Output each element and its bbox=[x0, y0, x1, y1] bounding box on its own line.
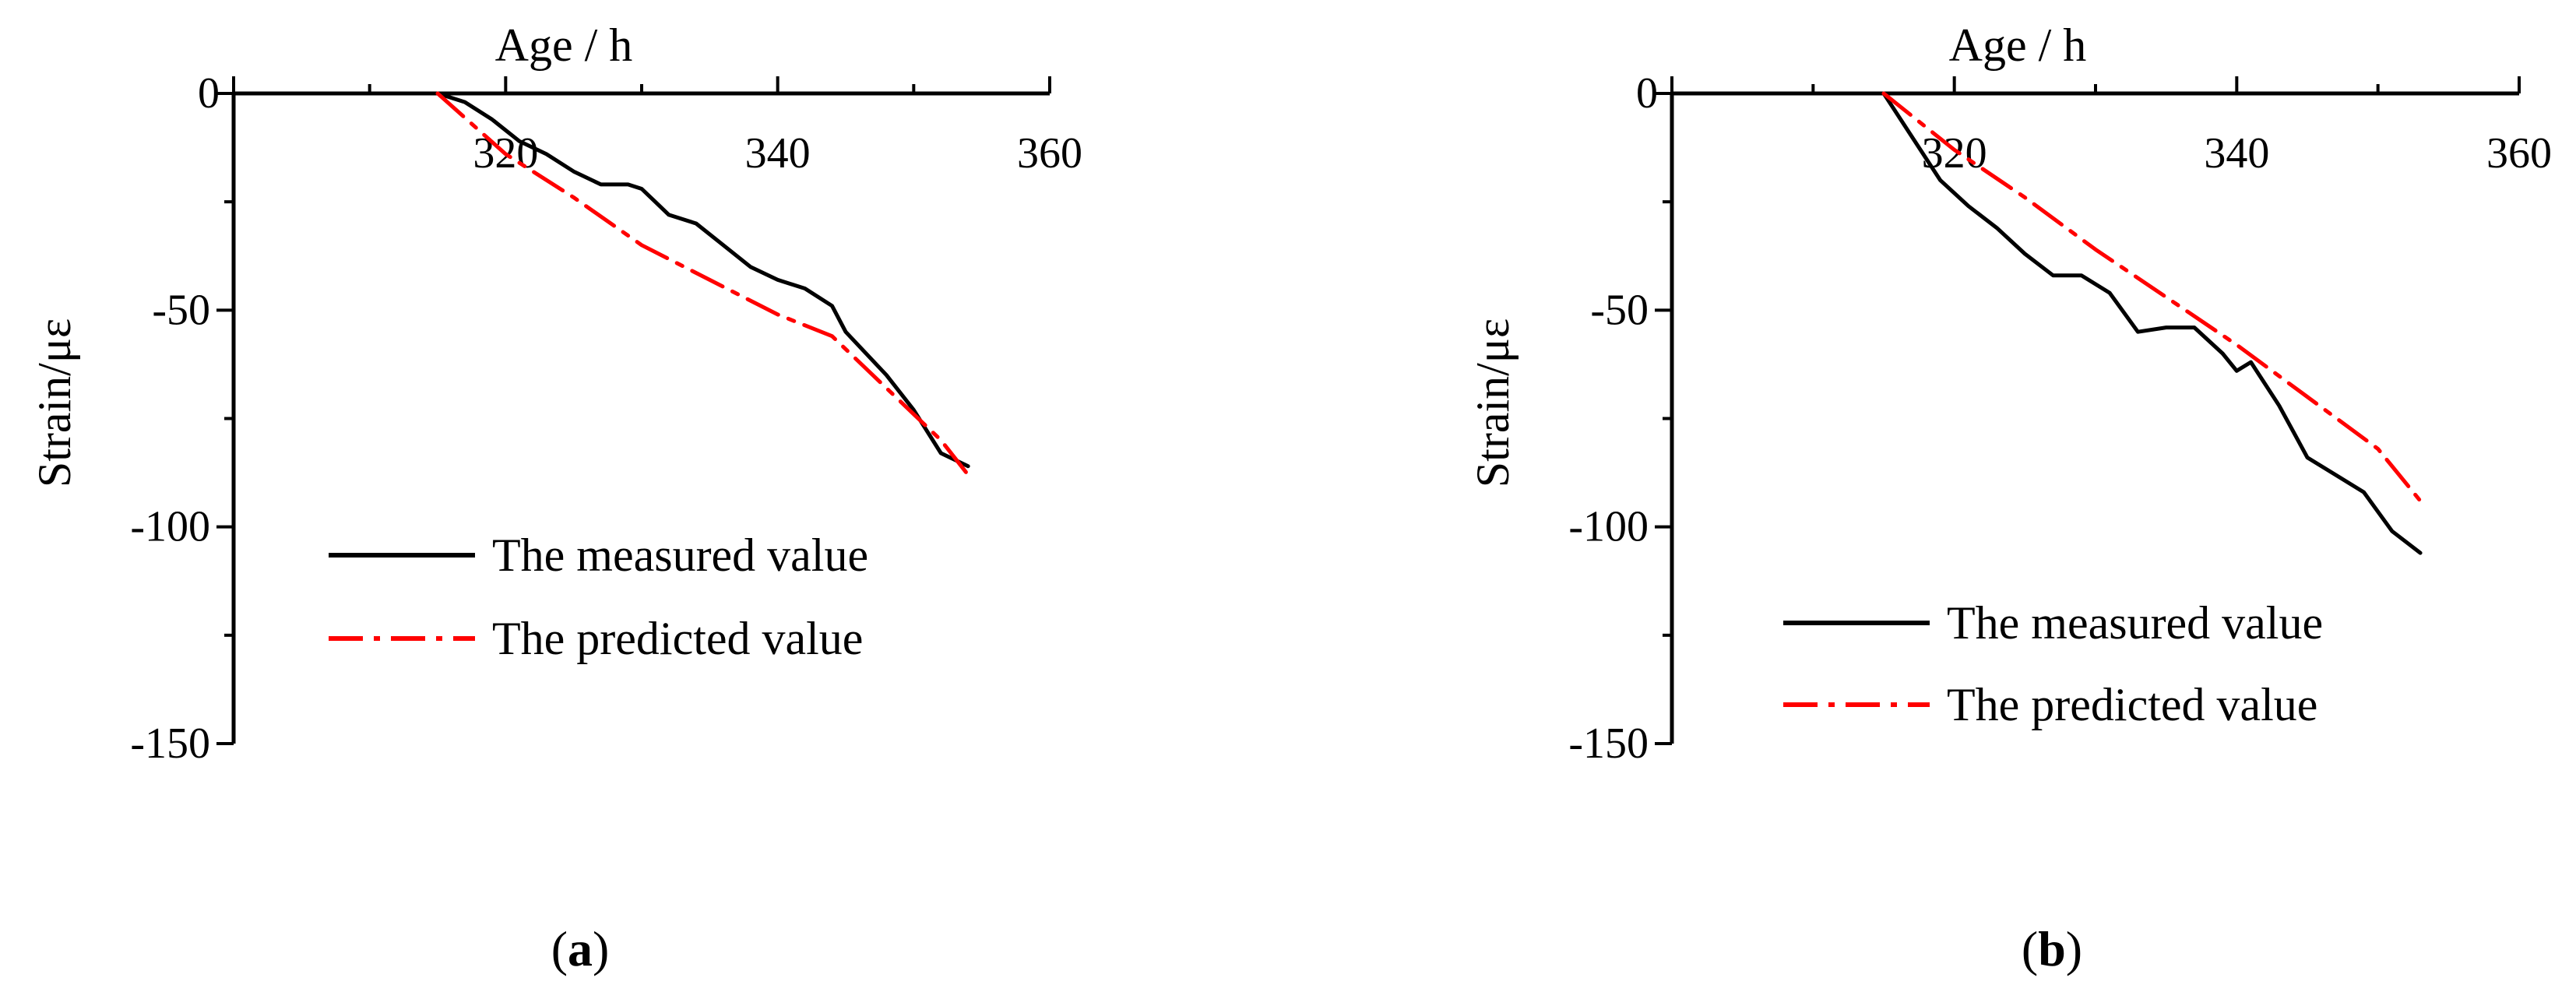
panel-caption: (b) bbox=[2022, 921, 2082, 976]
series-line-measured bbox=[435, 91, 970, 469]
y-axis-title: Strain/με bbox=[29, 318, 80, 487]
x-tick-label: 340 bbox=[2204, 129, 2269, 178]
x-tick-label: 0 bbox=[198, 69, 220, 118]
x-tick-label: 320 bbox=[1922, 129, 1987, 178]
y-tick-label: -150 bbox=[130, 719, 210, 768]
y-tick-label: -100 bbox=[1568, 503, 1649, 551]
series-line-predicted bbox=[435, 91, 970, 477]
x-tick-label: 0 bbox=[1636, 69, 1658, 118]
x-axis-title: Age / h bbox=[495, 19, 633, 71]
y-tick-label: -150 bbox=[1568, 719, 1649, 768]
y-tick-label: -50 bbox=[1590, 286, 1649, 334]
x-axis-title: Age / h bbox=[1949, 19, 2087, 71]
x-tick-label: 360 bbox=[1017, 129, 1082, 178]
chart-panel-b: 0 320 340 360 -50 -100 -150 Age / h Strain/με The… bbox=[1467, 19, 2552, 976]
caption-paren-close: ) bbox=[2066, 921, 2082, 976]
caption-letter: b bbox=[2038, 921, 2066, 976]
x-tick-label: 340 bbox=[745, 129, 811, 178]
x-tick-label: 360 bbox=[2486, 129, 2552, 178]
caption-paren-open: ( bbox=[551, 921, 568, 976]
caption-paren-open: ( bbox=[2022, 921, 2038, 976]
legend-label: The measured value bbox=[1947, 597, 2323, 649]
y-tick-label: -50 bbox=[152, 286, 210, 334]
legend-label: The predicted value bbox=[1947, 679, 2317, 730]
series-line-predicted bbox=[1881, 91, 2423, 503]
y-tick-label: -100 bbox=[130, 503, 210, 551]
caption-paren-close: ) bbox=[593, 921, 609, 976]
panel-caption: (a) bbox=[551, 921, 610, 976]
caption-letter: a bbox=[568, 921, 593, 976]
series-line-measured bbox=[1881, 91, 2423, 555]
legend-label: The measured value bbox=[492, 529, 868, 581]
legend-label: The predicted value bbox=[492, 613, 863, 664]
y-axis-title: Strain/με bbox=[1467, 318, 1519, 487]
